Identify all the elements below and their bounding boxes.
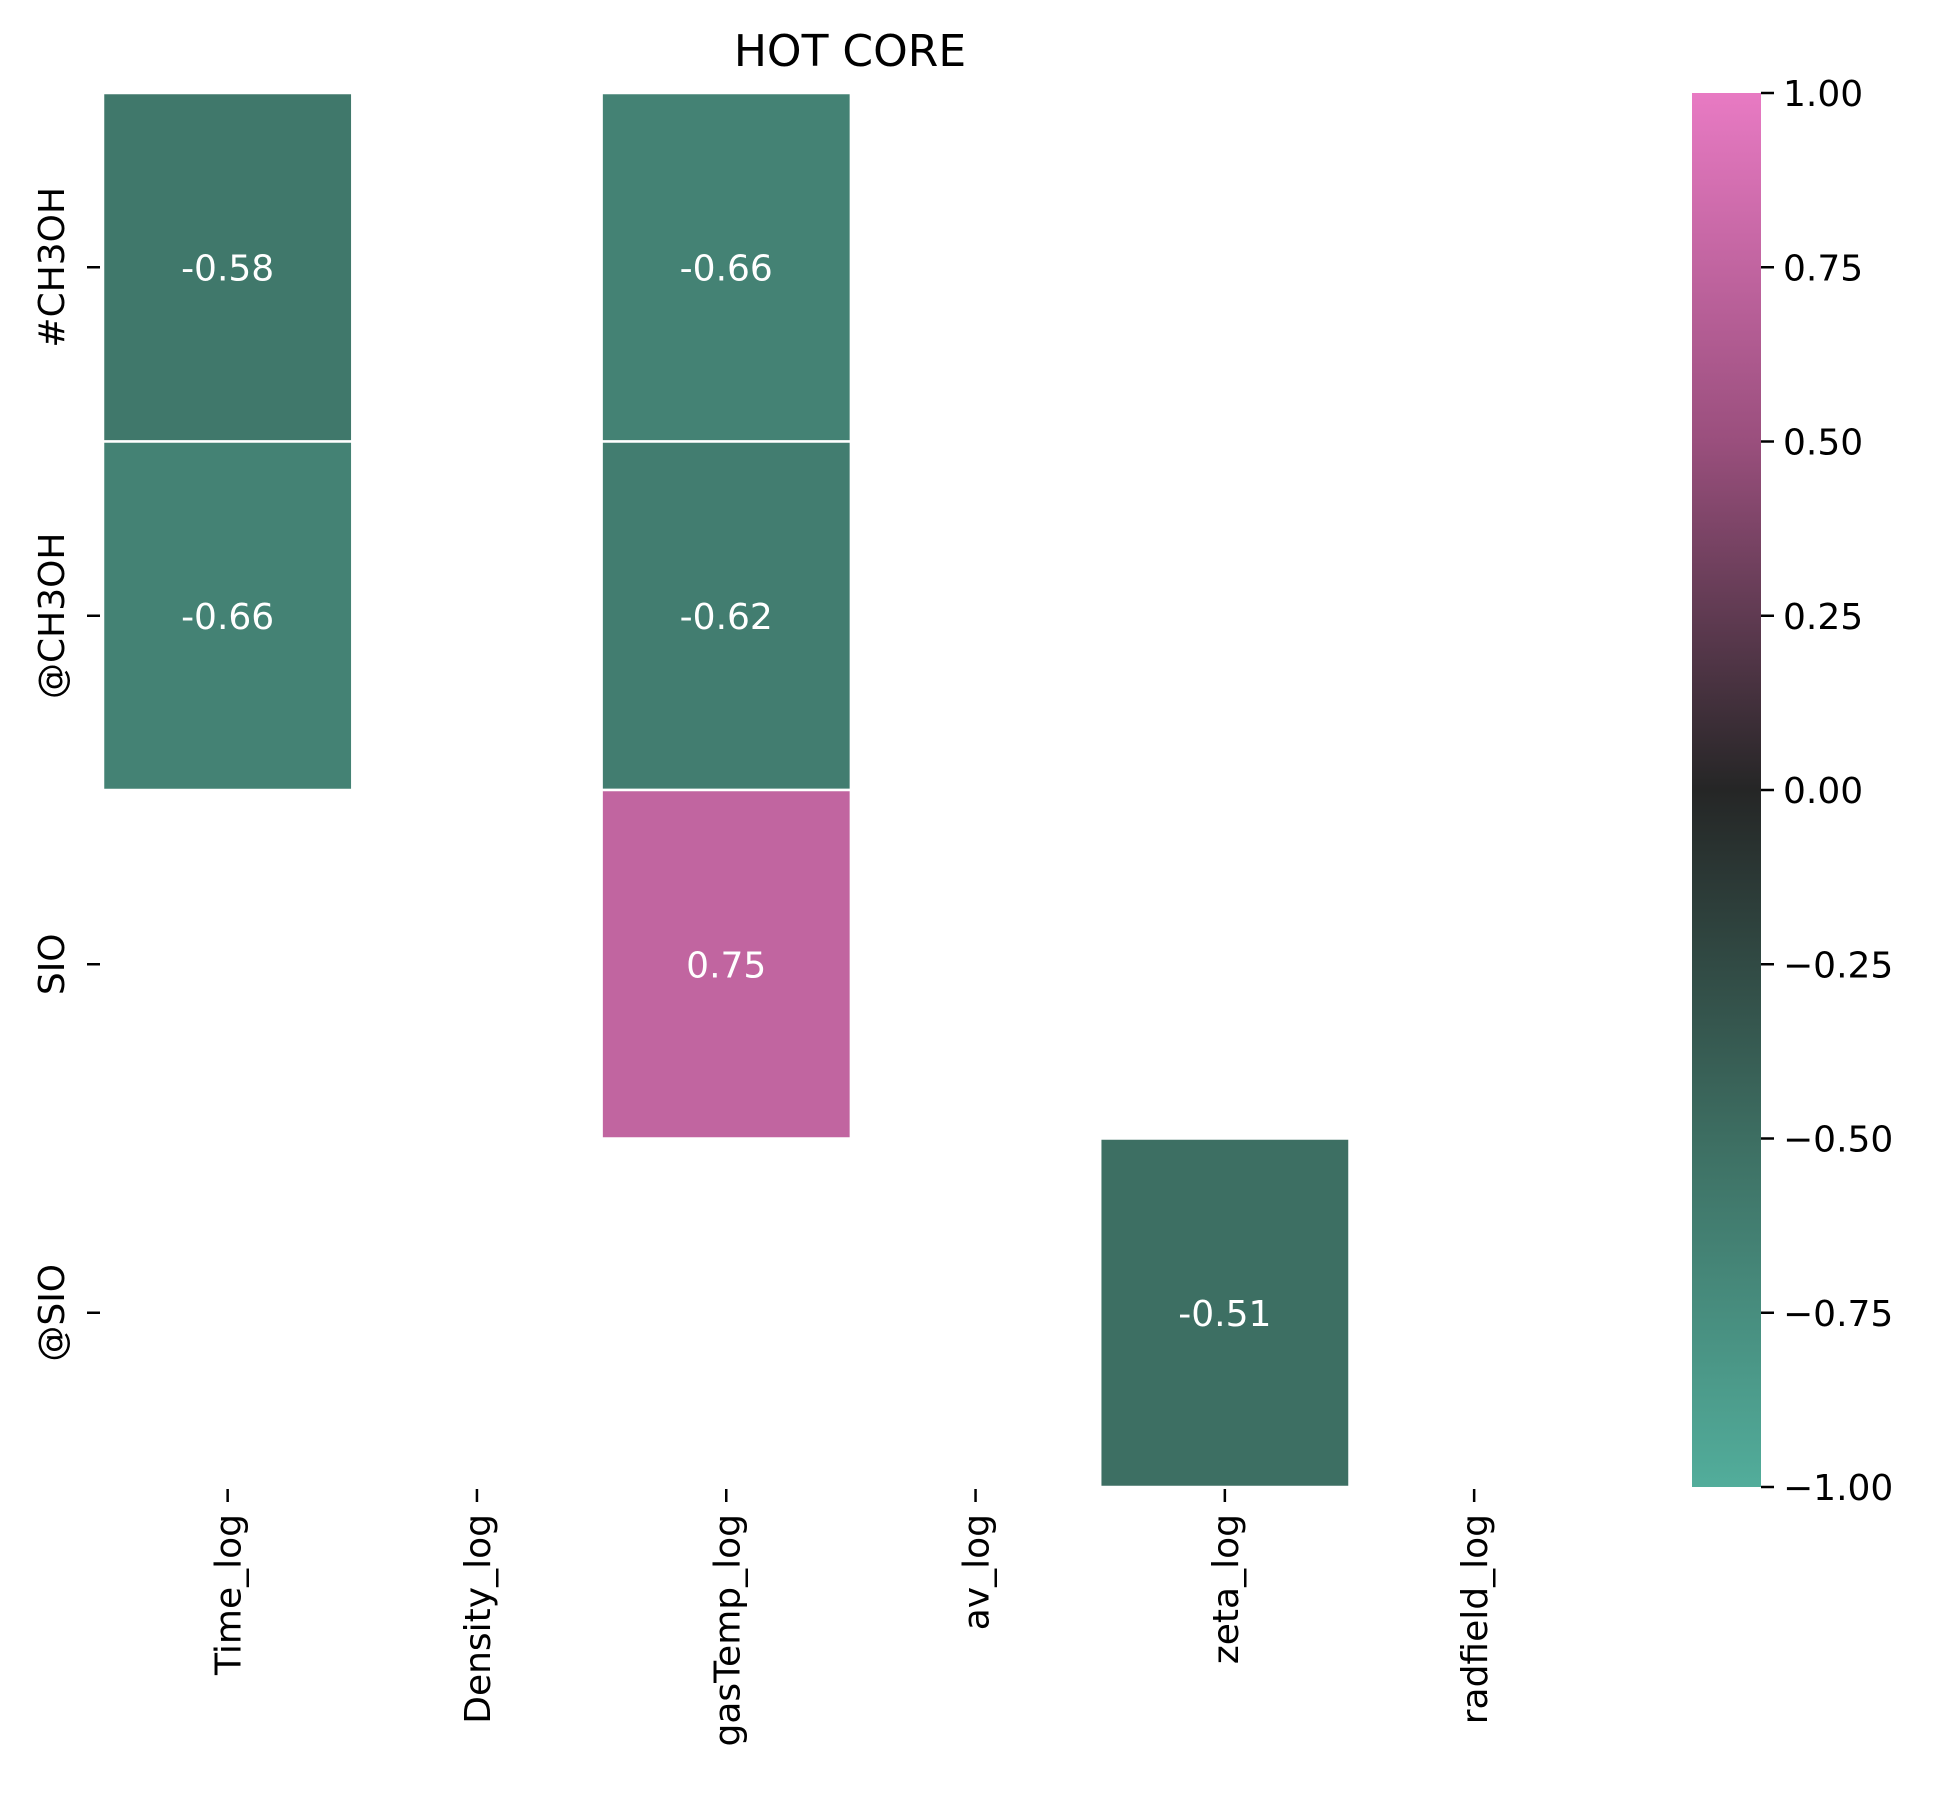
y-tick-label: @SIO (32, 1264, 73, 1362)
cell-value-label: -0.58 (181, 248, 274, 289)
heatmap-cell (101, 91, 354, 443)
heatmap-cell (600, 788, 853, 1140)
colorbar: 1.00 0.75 0.50 0.25 0.00 −0.25 −0.50 −0.75 −1.00 (1692, 74, 1893, 1509)
y-tick-label: #CH3OH (32, 187, 73, 348)
y-tick-label: @CH3OH (32, 532, 73, 699)
heatmap-cell (101, 440, 354, 792)
y-tick-label: SIO (32, 933, 73, 995)
heatmap-cell (1098, 1137, 1351, 1489)
cell-value-label: -0.66 (181, 597, 274, 638)
colorbar-tick-label: 1.00 (1783, 74, 1863, 115)
x-tick-label: Density_log (458, 1514, 499, 1724)
colorbar-tick-label: −0.75 (1783, 1294, 1893, 1335)
heatmap-cells: -0.58 -0.66 -0.66 -0.62 0.75 -0.51 (101, 91, 1351, 1489)
x-tick-label: av_log (957, 1514, 998, 1630)
cell-value-label: -0.51 (1178, 1294, 1271, 1335)
colorbar-tick-label: 0.00 (1783, 771, 1863, 812)
x-tick-label: gasTemp_log (707, 1514, 748, 1747)
colorbar-ticks: 1.00 0.75 0.50 0.25 0.00 −0.25 −0.50 −0.75 −1.00 (1761, 74, 1893, 1509)
x-tick-label: radfield_log (1455, 1514, 1496, 1724)
cell-value-label: -0.66 (680, 248, 773, 289)
colorbar-tick-label: −1.00 (1783, 1468, 1893, 1509)
colorbar-tick-label: 0.50 (1783, 423, 1863, 464)
x-tick-label: zeta_log (1206, 1514, 1247, 1664)
colorbar-tick-label: −0.50 (1783, 1120, 1893, 1161)
colorbar-tick-label: 0.25 (1783, 597, 1863, 638)
x-tick-label: Time_log (209, 1514, 250, 1676)
colorbar-gradient (1692, 93, 1761, 1487)
chart-title: HOT CORE (734, 26, 966, 77)
colorbar-tick-label: −0.25 (1783, 945, 1893, 986)
y-axis: #CH3OH @CH3OH SIO @SIO (32, 187, 100, 1362)
cell-value-label: 0.75 (686, 945, 766, 986)
heatmap-cell (600, 91, 853, 443)
colorbar-tick-label: 0.75 (1783, 248, 1863, 289)
heatmap-cell (600, 440, 853, 792)
x-axis: Time_log Density_log gasTemp_log av_log zeta… (209, 1489, 1496, 1747)
cell-value-label: -0.62 (680, 597, 773, 638)
